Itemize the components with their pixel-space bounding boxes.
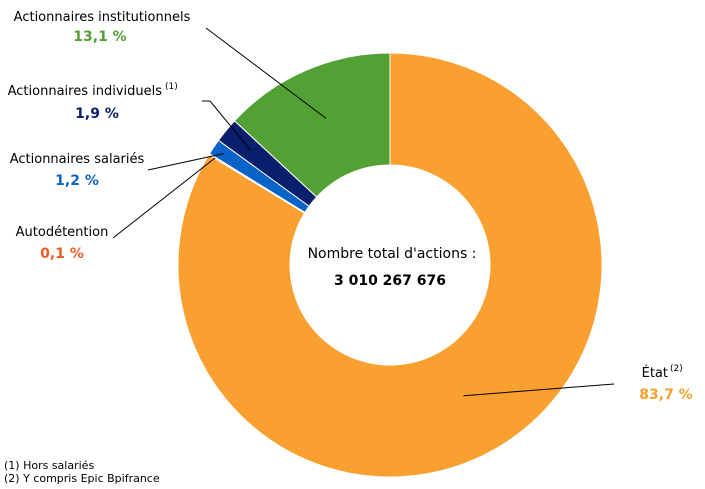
slice-value-individuels: 1,9 %	[75, 106, 119, 122]
slice-sup-etat: (2)	[670, 364, 683, 374]
footnote-1: (1) Hors salariés	[4, 459, 95, 472]
slice-name-autodetention: Autodétention	[16, 225, 109, 240]
slice-4	[233, 52, 391, 198]
label-individuels: Actionnaires individuels (1) 1,9 %	[8, 82, 178, 122]
leader-line-4	[205, 27, 327, 119]
label-autodetention: Autodétention 0,1 %	[16, 225, 109, 262]
leader-line-2	[147, 153, 224, 171]
slice-name-individuels: Actionnaires individuels	[8, 84, 163, 99]
slice-name-institutionnels: Actionnaires institutionnels	[14, 10, 191, 25]
slice-value-autodetention: 0,1 %	[40, 246, 84, 262]
leader-line-1	[112, 157, 216, 239]
label-salaries: Actionnaires salariés 1,2 %	[10, 152, 145, 189]
center-total: 3 010 267 676	[334, 273, 446, 289]
slice-name-etat: État	[642, 365, 668, 381]
center-label: Nombre total d'actions :	[308, 246, 477, 262]
label-etat: État (2) 83,7 %	[639, 364, 692, 403]
label-institutionnels: Actionnaires institutionnels 13,1 %	[14, 10, 191, 45]
slice-sup-individuels: (1)	[165, 82, 178, 92]
slice-name-salaries: Actionnaires salariés	[10, 152, 145, 167]
slice-value-institutionnels: 13,1 %	[73, 29, 126, 45]
slice-value-etat: 83,7 %	[639, 387, 692, 403]
footnote-2: (2) Y compris Epic Bpifrance	[4, 472, 160, 485]
leader-line-0	[463, 383, 615, 397]
donut-slices	[177, 52, 603, 478]
slice-value-salaries: 1,2 %	[55, 173, 99, 189]
leader-lines	[112, 27, 615, 397]
leader-line-3	[202, 100, 252, 152]
slice-0	[177, 52, 603, 478]
